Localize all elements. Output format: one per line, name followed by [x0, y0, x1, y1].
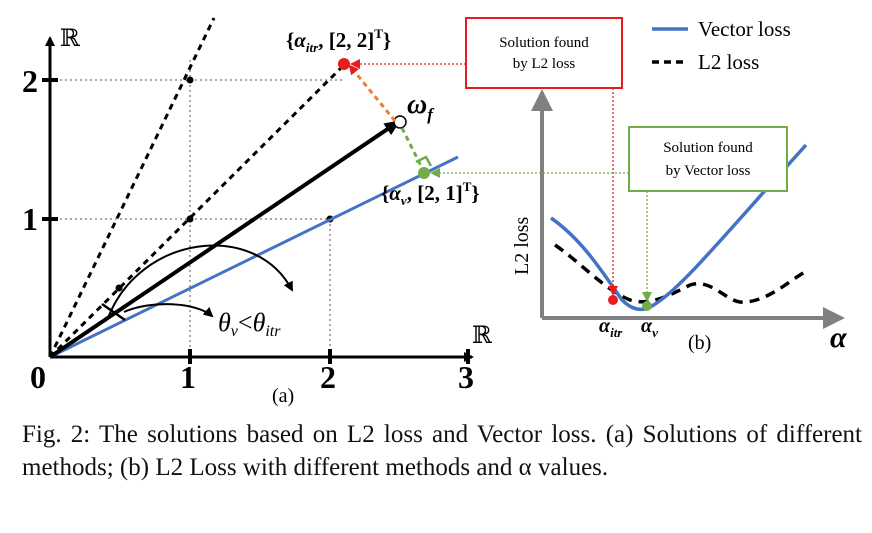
- angle-arc-v: [123, 303, 214, 318]
- alpha-v-label: {αv, [2, 1]T}: [381, 179, 480, 208]
- b-ylabel: L2 loss: [511, 216, 533, 275]
- l2-box-line-2: by L2 loss: [513, 56, 576, 72]
- dashed-line-slope-1: [48, 62, 347, 359]
- grid-point: [186, 76, 194, 84]
- dashed-line-steep: [48, 17, 216, 358]
- panel-a: ℝ ℝ 0 1 2 3 1 2 {αitr, [2, 2]T} {αv, [2,…: [22, 17, 493, 407]
- b-alpha-itr-point: [608, 295, 618, 305]
- angle-label: θv<θitr: [218, 308, 281, 340]
- legend-l2-label: L2 loss: [698, 50, 759, 74]
- x-tick-3: 3: [458, 359, 474, 395]
- x-tick-1: 1: [180, 359, 196, 395]
- legend-vector-label: Vector loss: [698, 17, 791, 41]
- omega-f-point: [393, 115, 407, 129]
- l2-box-line-1: Solution found: [499, 35, 589, 51]
- y-tick-1: 1: [22, 201, 38, 237]
- vector-solution-line: [49, 155, 459, 359]
- b-alpha-v-point: [642, 301, 652, 311]
- l2-solution-box: [465, 17, 623, 89]
- tick-marks: [42, 78, 470, 364]
- alpha-itr-label: {αitr, [2, 2]T}: [286, 26, 391, 55]
- b-xlabel: α: [830, 321, 847, 354]
- vector-solution-box: [628, 126, 788, 192]
- connectors: [350, 59, 652, 302]
- y-axis-symbol: ℝ: [60, 26, 81, 52]
- panel-a-label: (a): [272, 385, 294, 407]
- vector-box-line-2: by Vector loss: [666, 163, 751, 179]
- omega-f-label: ωf: [407, 89, 435, 124]
- grid-lines: [50, 60, 345, 355]
- figure-caption: Fig. 2: The solutions based on L2 loss a…: [22, 421, 862, 481]
- l2-loss-curve: [554, 243, 806, 304]
- x-tick-0: 0: [30, 359, 46, 395]
- y-tick-2: 2: [22, 63, 38, 99]
- angle-tick: [101, 302, 126, 322]
- vector-box-line-1: Solution found: [663, 140, 753, 156]
- projection-to-v: [400, 127, 426, 173]
- x-tick-2: 2: [320, 359, 336, 395]
- grid-point: [186, 215, 194, 223]
- panel-b-label: (b): [688, 332, 711, 354]
- panel-b: L2 loss α αitr αv (b) Solution found by …: [350, 17, 847, 354]
- angle-arc-itr: [107, 244, 293, 319]
- x-axis-symbol: ℝ: [472, 323, 493, 349]
- right-angle-mark: [415, 155, 433, 167]
- grid-point: [115, 284, 123, 292]
- projection-to-itr: [348, 64, 397, 122]
- alpha-itr-point: [338, 58, 350, 70]
- alpha-v-point: [418, 167, 430, 179]
